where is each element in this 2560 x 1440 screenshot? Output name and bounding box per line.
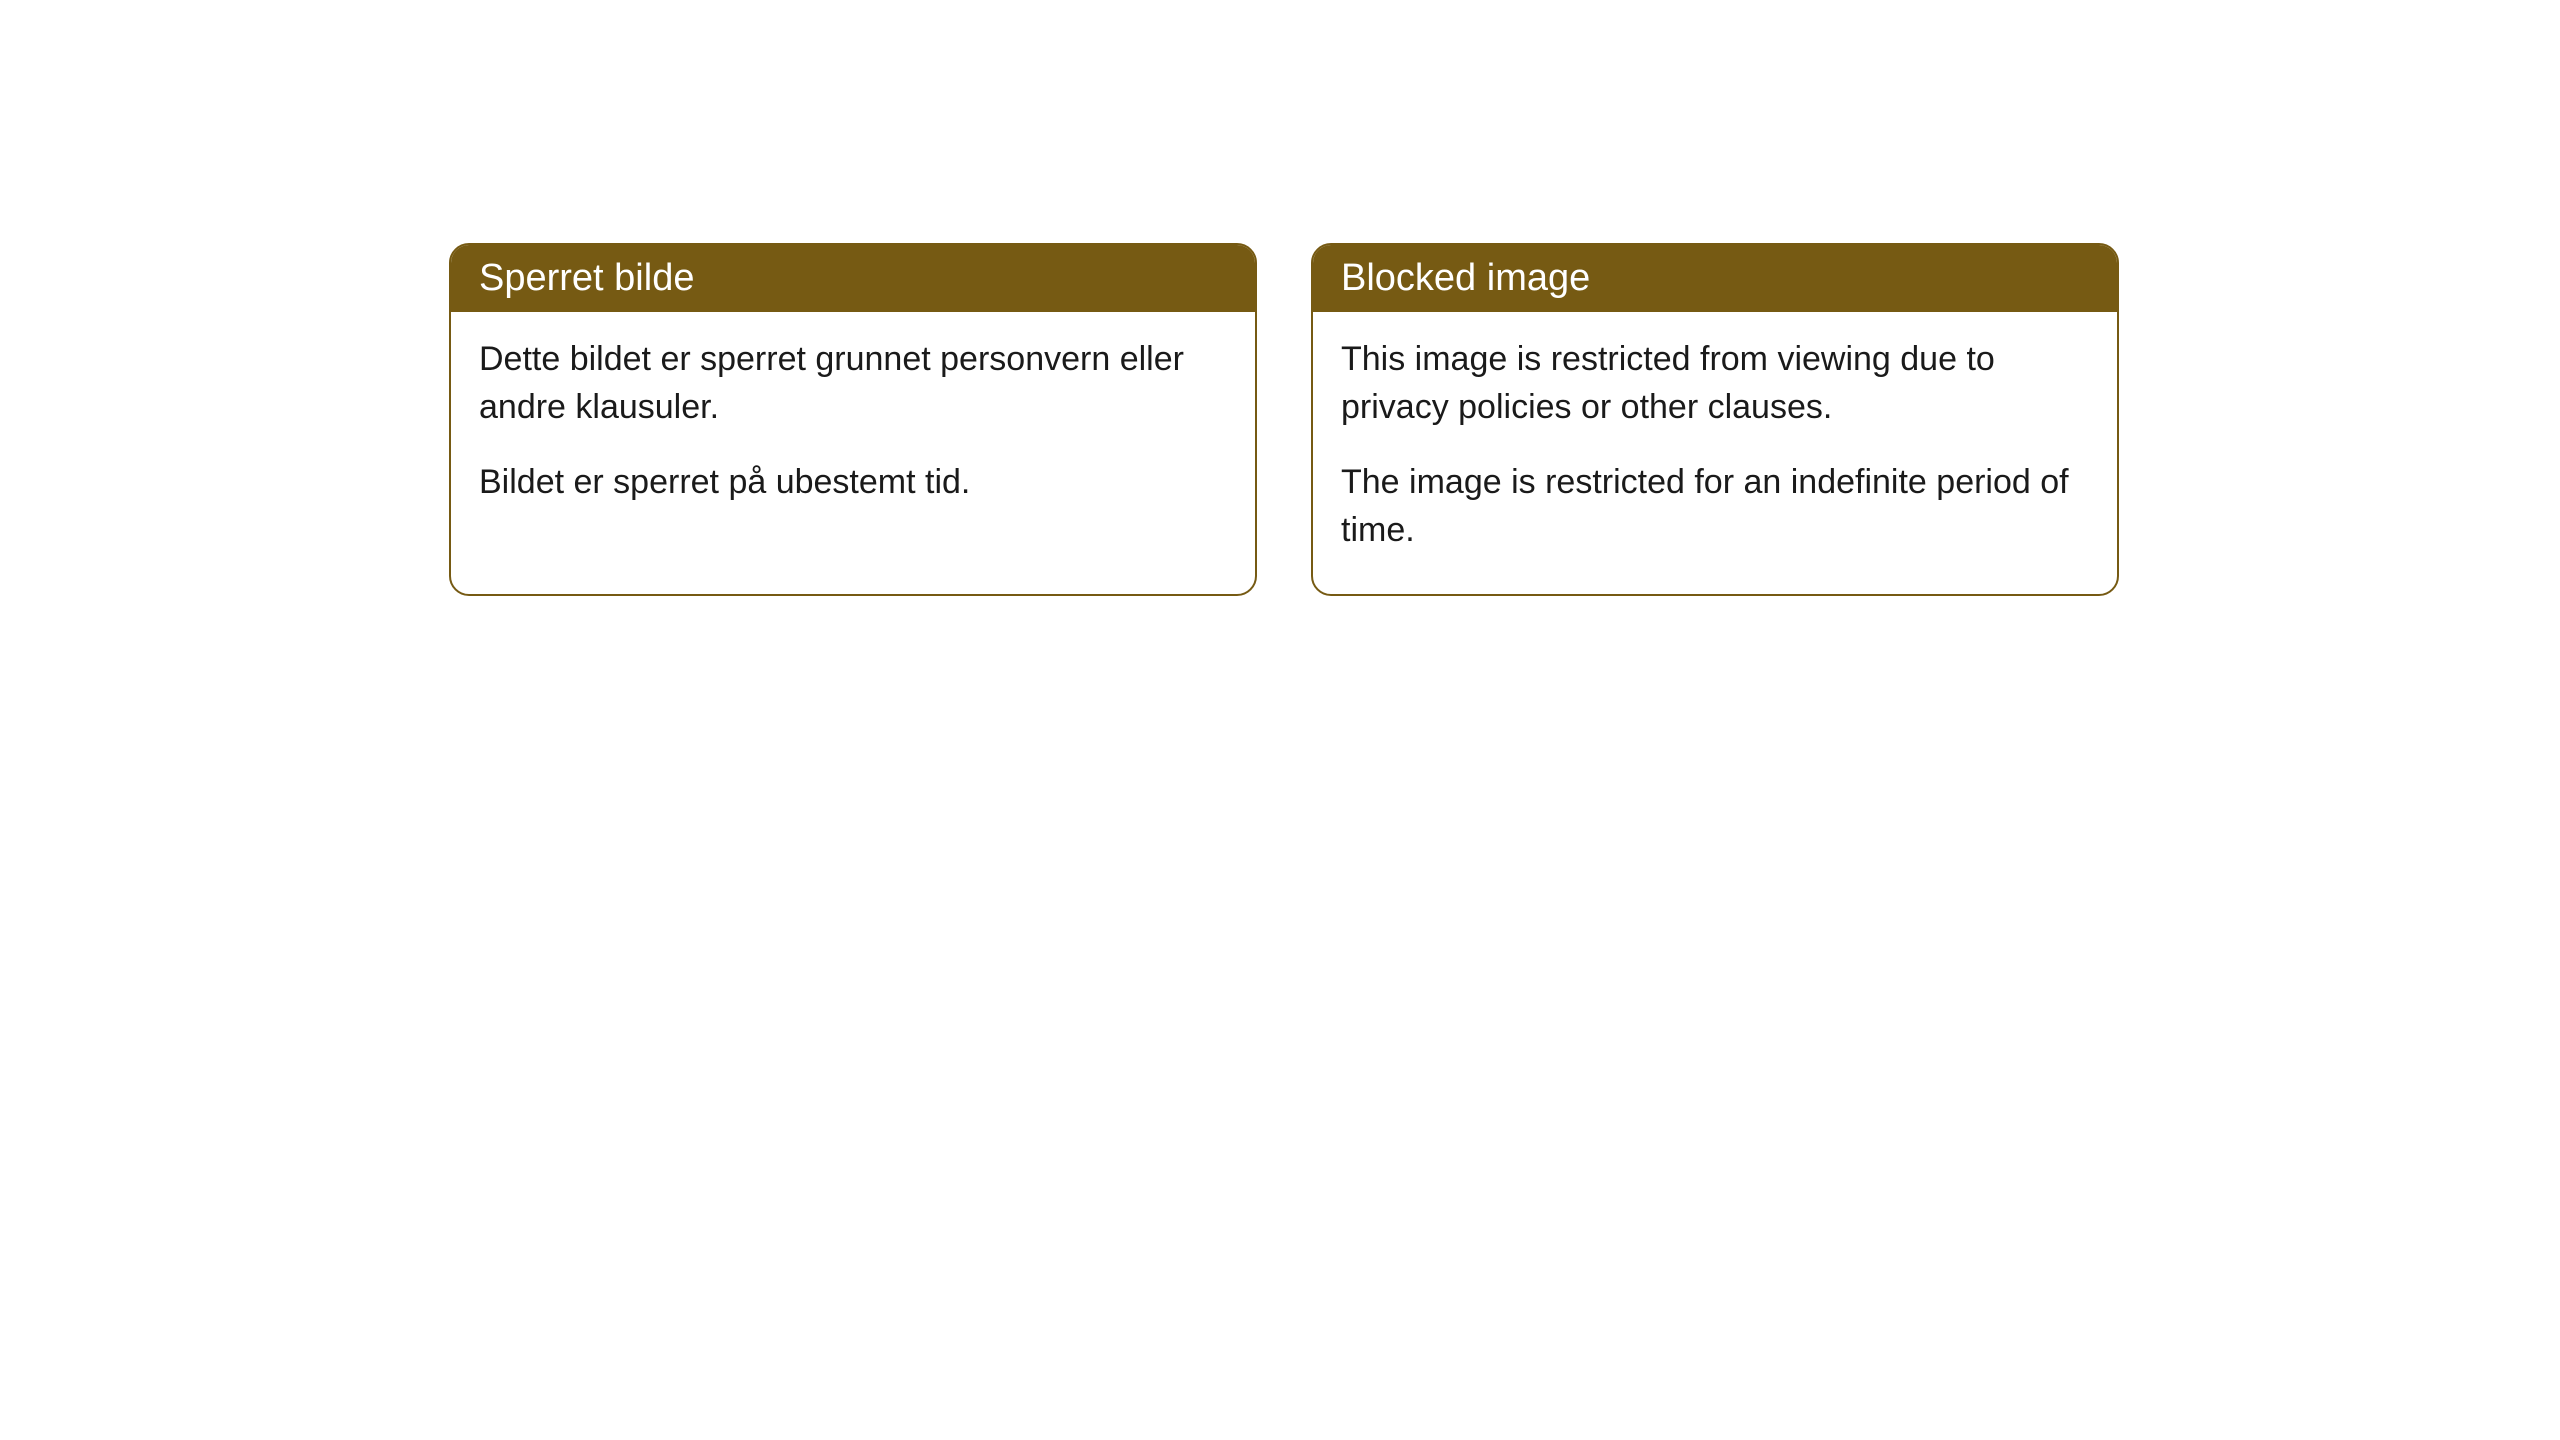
card-header-english: Blocked image bbox=[1313, 245, 2117, 312]
card-body-norwegian: Dette bildet er sperret grunnet personve… bbox=[451, 312, 1255, 547]
card-paragraph: This image is restricted from viewing du… bbox=[1341, 336, 2089, 431]
notice-cards-container: Sperret bilde Dette bildet er sperret gr… bbox=[449, 243, 2119, 596]
notice-card-english: Blocked image This image is restricted f… bbox=[1311, 243, 2119, 596]
notice-card-norwegian: Sperret bilde Dette bildet er sperret gr… bbox=[449, 243, 1257, 596]
card-header-norwegian: Sperret bilde bbox=[451, 245, 1255, 312]
card-title: Sperret bilde bbox=[479, 257, 694, 299]
card-title: Blocked image bbox=[1341, 257, 1590, 299]
card-paragraph: Dette bildet er sperret grunnet personve… bbox=[479, 336, 1227, 431]
card-paragraph: The image is restricted for an indefinit… bbox=[1341, 459, 2089, 554]
card-body-english: This image is restricted from viewing du… bbox=[1313, 312, 2117, 594]
card-paragraph: Bildet er sperret på ubestemt tid. bbox=[479, 459, 1227, 507]
